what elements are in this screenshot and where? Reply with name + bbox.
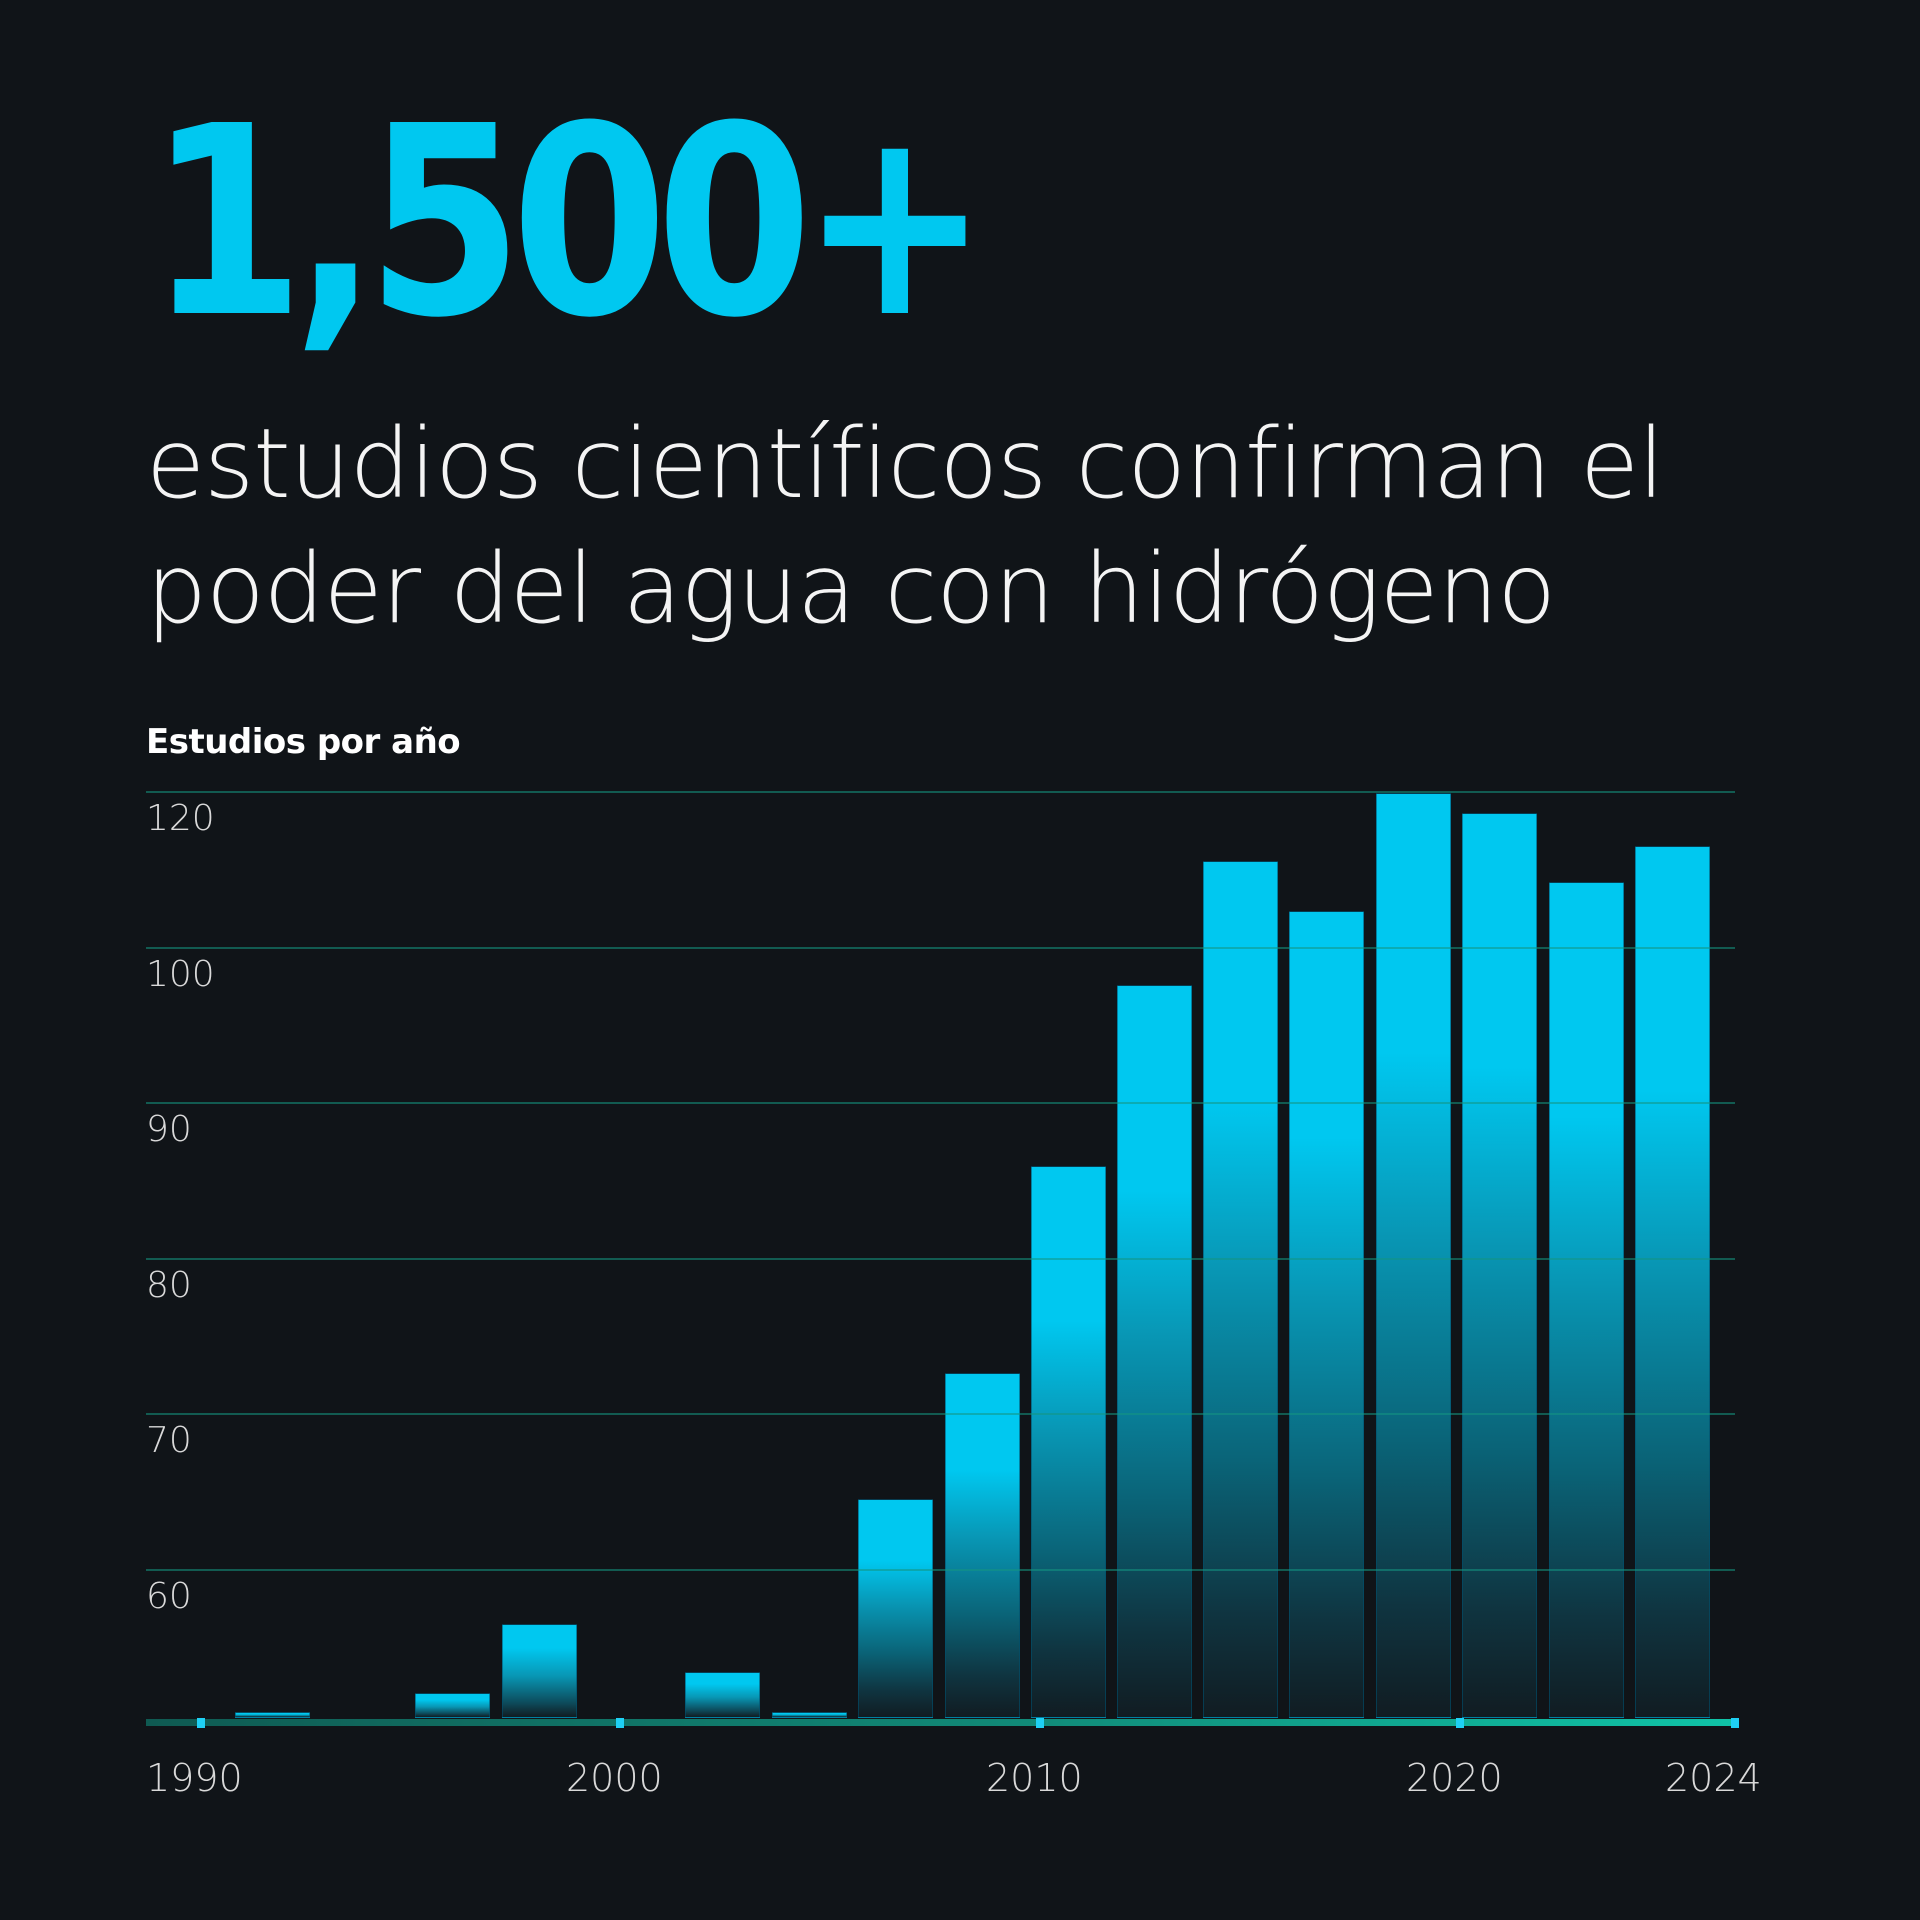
x-tick-1990 xyxy=(197,1718,205,1728)
bar-2022 xyxy=(1549,882,1624,1718)
subtitle-line-2: poder del agua con hidrógeno xyxy=(146,533,1556,645)
bar-2012 xyxy=(1117,985,1192,1718)
headline-stat: 1,500+ xyxy=(148,70,989,375)
x-tick-label: 1990 xyxy=(146,1756,243,1800)
y-tick-label: 100 xyxy=(146,954,215,995)
x-tick-label: 2000 xyxy=(566,1756,663,1800)
y-tick-label: 90 xyxy=(146,1109,192,1150)
x-tick-2024 xyxy=(1731,1718,1739,1728)
chart-title: Estudios por año xyxy=(146,722,461,762)
bar-chart: 120 100 90 80 70 60 1990 2000 2010 2020 … xyxy=(146,760,1762,1820)
bar-2004 xyxy=(772,1712,847,1718)
bar-2024 xyxy=(1635,846,1710,1718)
bar-1996 xyxy=(415,1693,490,1718)
x-tick-2010 xyxy=(1036,1718,1044,1728)
x-tick-2020 xyxy=(1456,1718,1464,1728)
bar-2016 xyxy=(1289,911,1364,1718)
bar-1992 xyxy=(235,1712,310,1718)
x-axis-line xyxy=(146,1719,1739,1726)
bar-2020 xyxy=(1462,813,1537,1718)
bar-2008 xyxy=(945,1373,1020,1718)
x-tick-label: 2010 xyxy=(986,1756,1083,1800)
y-tick-label: 60 xyxy=(146,1576,192,1617)
bar-2002 xyxy=(685,1672,760,1718)
bar-2018 xyxy=(1376,793,1451,1718)
subtitle-line-1: estudios científicos confirman el xyxy=(146,408,1665,520)
x-tick-2000 xyxy=(616,1718,624,1728)
y-tick-label: 120 xyxy=(146,798,215,839)
bar-2010 xyxy=(1031,1166,1106,1718)
x-tick-label: 2020 xyxy=(1406,1756,1503,1800)
subtitle: estudios científicos confirman el poder … xyxy=(146,402,1846,652)
bar-2006 xyxy=(858,1499,933,1718)
gridline-120 xyxy=(146,791,1735,793)
x-tick-label: 2024 xyxy=(1665,1756,1762,1800)
bar-2014 xyxy=(1203,861,1278,1718)
y-tick-label: 70 xyxy=(146,1420,192,1461)
y-tick-label: 80 xyxy=(146,1265,192,1306)
bar-1998 xyxy=(502,1624,577,1718)
